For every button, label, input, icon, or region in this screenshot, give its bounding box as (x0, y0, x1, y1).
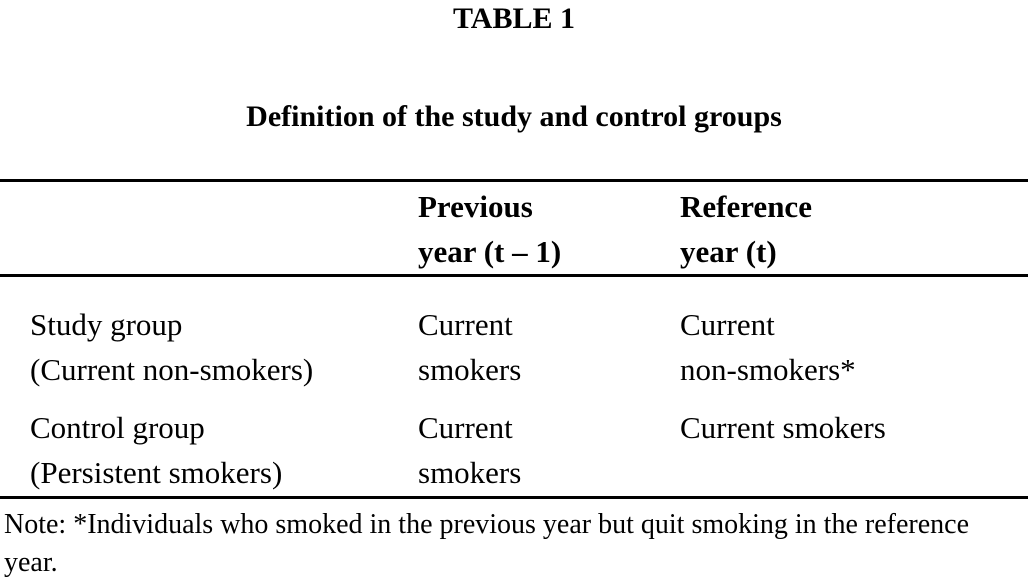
cell-line: Current (418, 307, 513, 342)
cell-line: Current smokers (680, 410, 886, 445)
table-caption: Definition of the study and control grou… (246, 100, 782, 133)
header-line: Reference (680, 189, 812, 224)
cell-line: Study group (30, 307, 183, 342)
cell-reference-year: Current non-smokers* (680, 302, 856, 392)
cell-line: Control group (30, 410, 205, 445)
header-line: year (t) (680, 234, 777, 269)
top-rule (0, 179, 1028, 182)
header-line: Previous (418, 189, 533, 224)
cell-line: non-smokers* (680, 352, 856, 387)
cell-line: smokers (418, 352, 522, 387)
header-line: year (t – 1) (418, 234, 562, 269)
cell-line: (Persistent smokers) (30, 455, 283, 490)
column-header-previous-year: Previous year (t – 1) (418, 184, 561, 274)
cell-line: Current (418, 410, 513, 445)
bottom-rule (0, 496, 1028, 499)
cell-line: (Current non-smokers) (30, 352, 314, 387)
cell-previous-year: Current smokers (418, 302, 521, 392)
table-note: Note: *Individuals who smoked in the pre… (4, 509, 970, 578)
table-label: TABLE 1 (453, 2, 575, 35)
header-rule (0, 274, 1028, 277)
row-label: Control group (Persistent smokers) (30, 405, 282, 495)
cell-previous-year: Current smokers (418, 405, 521, 495)
cell-line: smokers (418, 455, 522, 490)
row-label: Study group (Current non-smokers) (30, 302, 313, 392)
cell-line: Current (680, 307, 775, 342)
column-header-reference-year: Reference year (t) (680, 184, 812, 274)
cell-reference-year: Current smokers (680, 405, 886, 450)
